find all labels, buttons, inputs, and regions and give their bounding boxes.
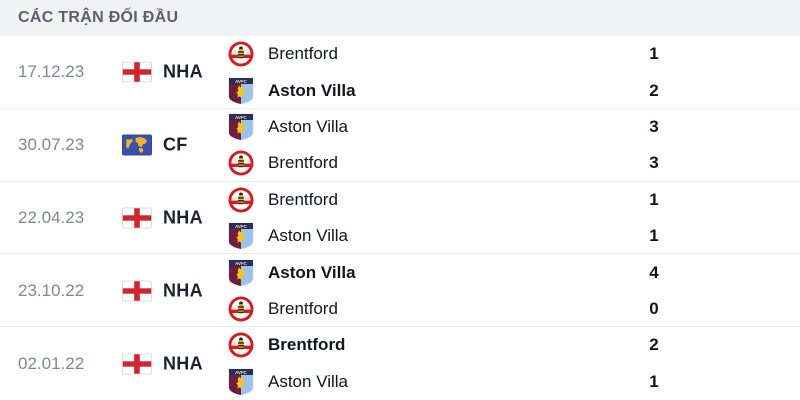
teams: Brentford 1 AVFC Aston Villa 2: [228, 36, 800, 109]
competition: CF: [122, 134, 188, 156]
match-row[interactable]: 30.07.23 CF AVFC Aston Villa 3: [0, 108, 800, 182]
competition: NHA: [122, 280, 203, 302]
svg-text:AVFC: AVFC: [235, 115, 247, 120]
match-row[interactable]: 23.10.22 NHA AVFC Aston Villa 4: [0, 254, 800, 328]
team-score: 2: [649, 335, 659, 355]
teams: AVFC Aston Villa 4 Brentford 0: [228, 254, 800, 327]
competition-code: NHA: [163, 353, 203, 374]
brentford-logo-icon: [228, 41, 254, 67]
team-line: AVFC Aston Villa 1: [228, 364, 800, 400]
team-line: Brentford 2: [228, 327, 800, 363]
team-line: AVFC Aston Villa 2: [228, 72, 800, 108]
teams: Brentford 2 AVFC Aston Villa 1: [228, 327, 800, 400]
svg-text:AVFC: AVFC: [235, 370, 247, 375]
competition: NHA: [122, 61, 203, 83]
team-score: 0: [649, 299, 659, 318]
team-name: Aston Villa: [268, 371, 349, 391]
team-line: AVFC Aston Villa 1: [228, 218, 800, 254]
competition-code: CF: [163, 134, 188, 155]
match-date: 30.07.23: [18, 135, 85, 155]
aston-villa-logo-icon: AVFC: [228, 368, 254, 396]
england-flag-icon: [122, 61, 152, 83]
competition-code: NHA: [163, 61, 203, 82]
competition: NHA: [122, 207, 203, 229]
aston-villa-logo-icon: AVFC: [228, 222, 254, 250]
team-line: AVFC Aston Villa 3: [228, 109, 800, 145]
section-header: CÁC TRẬN ĐỐI ĐẦU: [0, 0, 800, 36]
team-score: 1: [649, 371, 659, 391]
aston-villa-logo-icon: AVFC: [228, 77, 254, 105]
team-name: Brentford: [268, 189, 338, 209]
team-name: Brentford: [268, 153, 338, 173]
competition-code: NHA: [163, 207, 203, 228]
svg-text:AVFC: AVFC: [235, 78, 247, 83]
svg-text:AVFC: AVFC: [235, 260, 247, 265]
england-flag-icon: [122, 353, 152, 375]
brentford-logo-icon: [228, 332, 254, 358]
team-score: 1: [649, 189, 659, 209]
team-line: Brentford 1: [228, 182, 800, 218]
team-name: Aston Villa: [268, 262, 356, 282]
brentford-logo-icon: [228, 187, 254, 213]
match-row[interactable]: 17.12.23 NHA Brentford 1 AV: [0, 36, 800, 109]
team-name: Brentford: [268, 335, 346, 355]
team-line: Brentford 1: [228, 36, 800, 72]
world-flag-icon: [122, 134, 152, 156]
team-score: 1: [649, 226, 659, 246]
team-name: Brentford: [268, 44, 338, 64]
team-name: Aston Villa: [268, 226, 349, 246]
team-name: Aston Villa: [268, 80, 356, 100]
team-score: 1: [649, 44, 659, 64]
aston-villa-logo-icon: AVFC: [228, 113, 254, 141]
team-score: 3: [649, 117, 659, 136]
england-flag-icon: [122, 207, 152, 229]
match-row[interactable]: 02.01.22 NHA Brentford 2 AV: [0, 327, 800, 400]
match-date: 22.04.23: [18, 207, 85, 227]
england-flag-icon: [122, 280, 152, 302]
match-date: 17.12.23: [18, 62, 85, 82]
match-date: 02.01.22: [18, 353, 85, 373]
aston-villa-logo-icon: AVFC: [228, 259, 254, 287]
brentford-logo-icon: [228, 296, 254, 322]
competition-code: NHA: [163, 280, 203, 301]
match-date: 23.10.22: [18, 280, 85, 300]
section-title: CÁC TRẬN ĐỐI ĐẦU: [18, 9, 179, 26]
team-line: Brentford 3: [228, 145, 800, 181]
team-line: AVFC Aston Villa 4: [228, 254, 800, 290]
team-score: 3: [649, 153, 659, 173]
team-line: Brentford 0: [228, 291, 800, 327]
match-row[interactable]: 22.04.23 NHA Brentford 1 AV: [0, 181, 800, 255]
team-score: 4: [649, 262, 659, 282]
teams: AVFC Aston Villa 3 Brentford 3: [228, 109, 800, 182]
brentford-logo-icon: [228, 150, 254, 176]
team-name: Aston Villa: [268, 117, 349, 136]
team-score: 2: [649, 80, 659, 100]
teams: Brentford 1 AVFC Aston Villa 1: [228, 182, 800, 255]
match-list: 17.12.23 NHA Brentford 1 AV: [0, 36, 800, 400]
svg-text:AVFC: AVFC: [235, 224, 247, 229]
competition: NHA: [122, 353, 203, 375]
team-name: Brentford: [268, 299, 338, 318]
